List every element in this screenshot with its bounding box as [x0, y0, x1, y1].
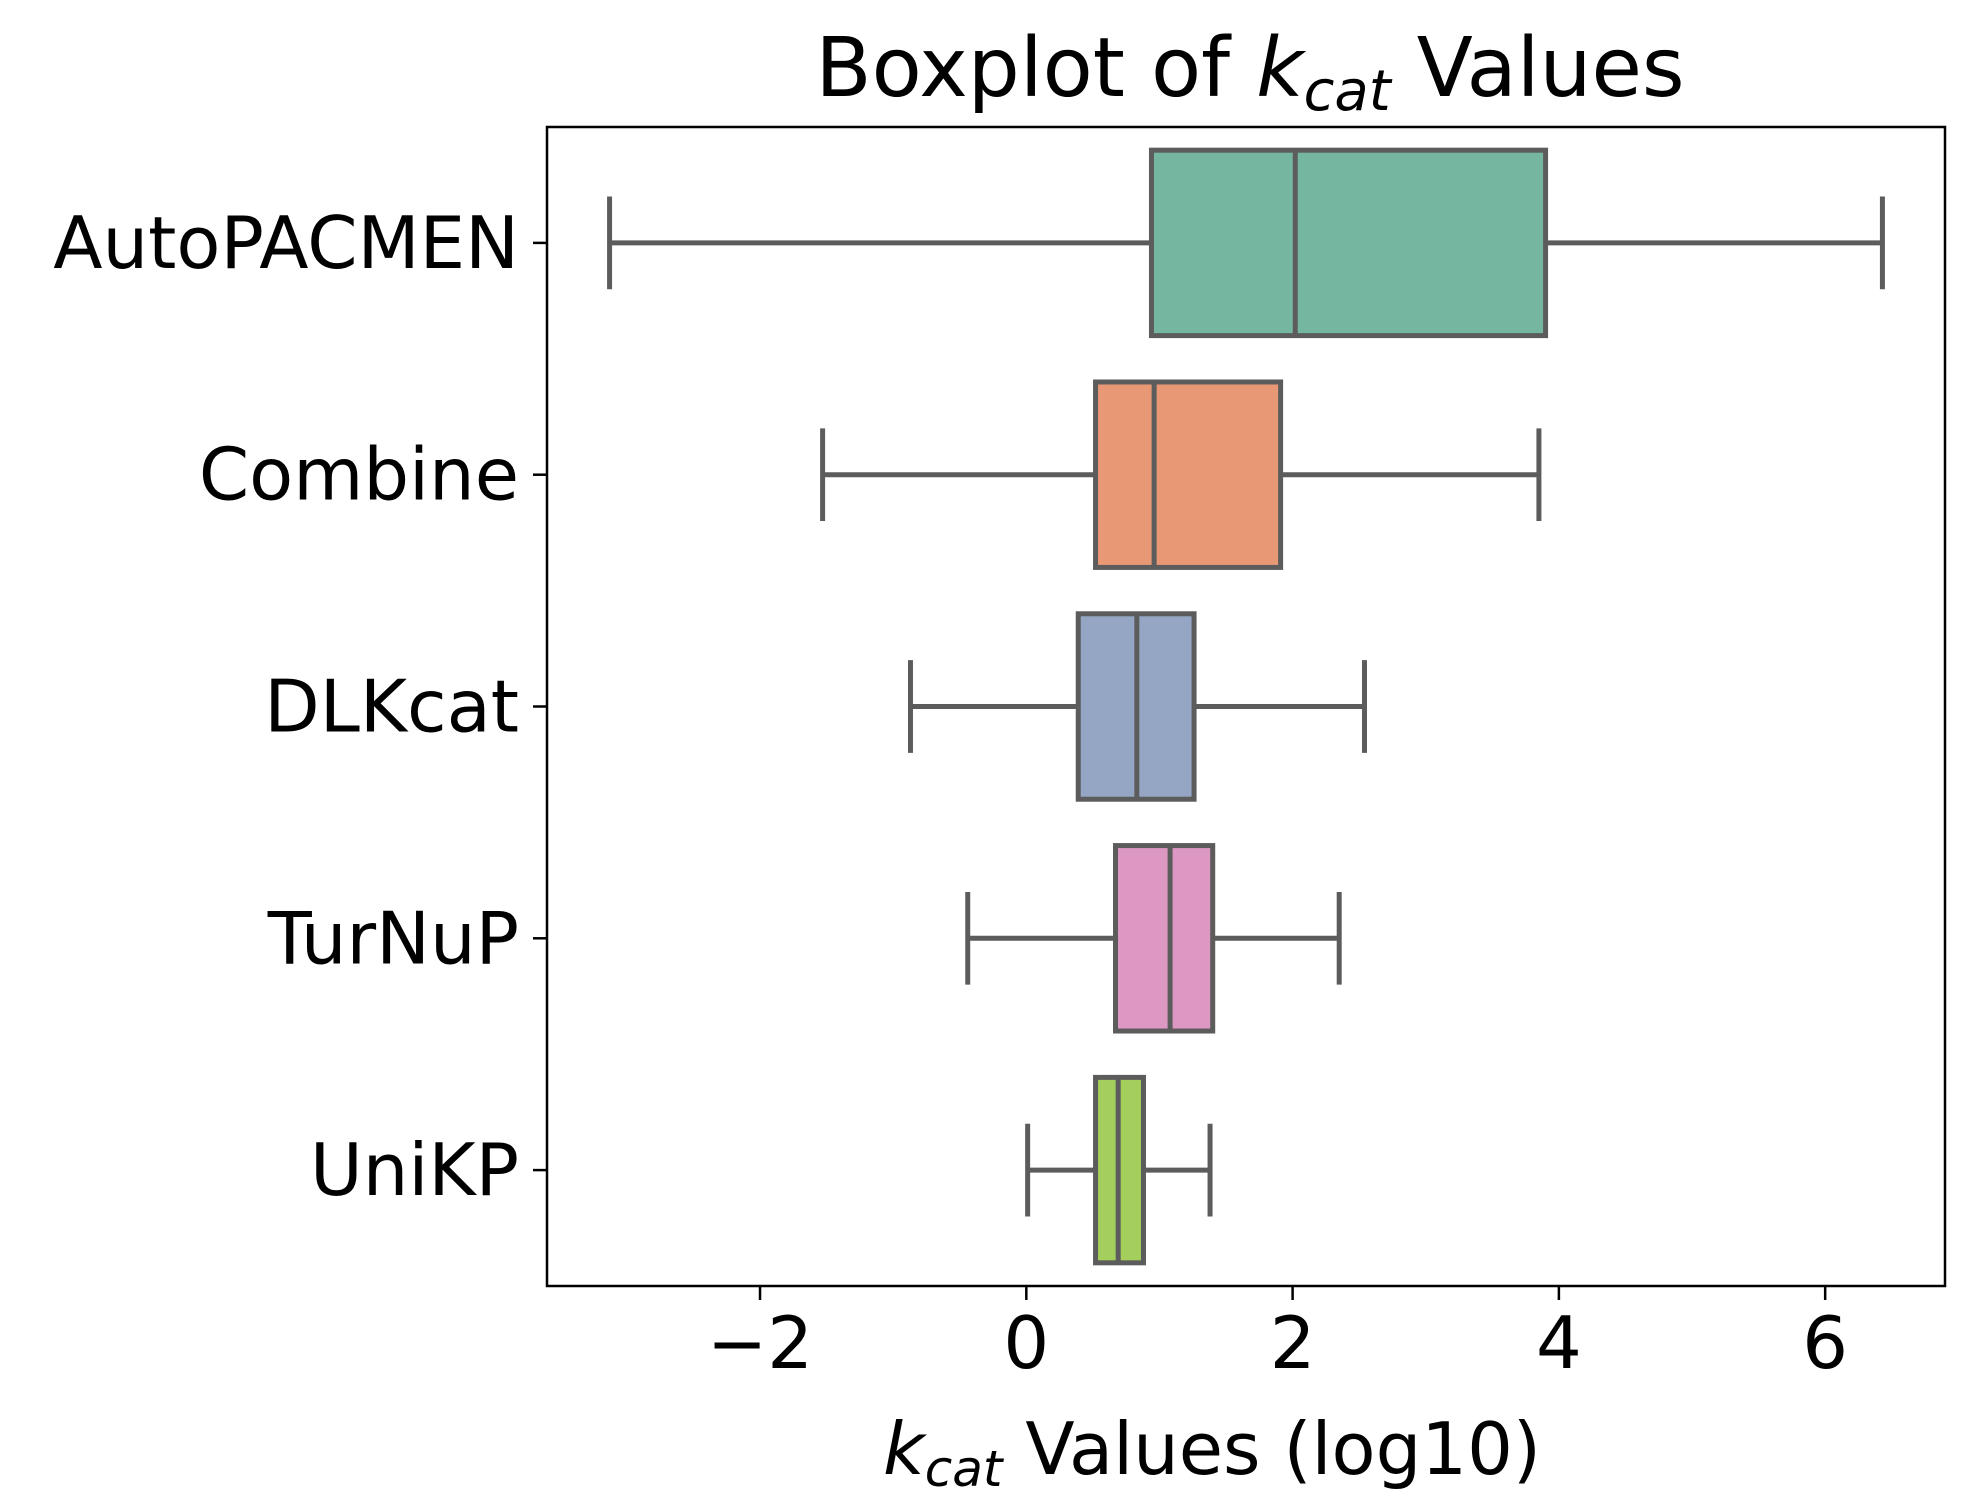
chart-title-subscript: cat: [1304, 59, 1393, 124]
box-group-autopacmen: [607, 147, 1885, 339]
chart-title-suffix: Values: [1391, 21, 1685, 116]
x-tick-label-0: 0: [1003, 1301, 1049, 1385]
y-tick-label-turnup: TurNuP: [267, 896, 519, 980]
chart-title-variable: k: [1256, 21, 1307, 116]
box-autopacmen: [1148, 147, 1549, 339]
boxes-layer: [607, 147, 1885, 1266]
x-tick-label--2: −2: [707, 1301, 813, 1385]
y-tick-label-unikp: UniKP: [310, 1128, 519, 1212]
box-combine: [1093, 379, 1284, 570]
chart-title: Boxplot of kcat Values: [815, 21, 1684, 124]
x-axis-label-suffix: Values (log10): [1002, 1407, 1541, 1491]
box-group-unikp: [1025, 1074, 1213, 1266]
y-axis: AutoPACMEN Combine DLKcat TurNuP UniKP: [53, 201, 547, 1212]
x-axis-label: kcat Values (log10): [883, 1407, 1541, 1498]
x-axis-label-variable: k: [883, 1407, 928, 1491]
x-tick-label-2: 2: [1270, 1301, 1316, 1385]
x-tick-label-4: 4: [1536, 1301, 1582, 1385]
box-group-combine: [820, 379, 1542, 570]
y-tick-label-combine: Combine: [199, 433, 519, 517]
chart-title-prefix: Boxplot of: [815, 21, 1256, 116]
box-group-dlkcat: [907, 611, 1367, 802]
y-tick-label-dlkcat: DLKcat: [264, 665, 519, 749]
x-axis: −2 0 2 4 6: [707, 1286, 1848, 1385]
box-group-turnup: [965, 843, 1342, 1034]
y-tick-label-autopacmen: AutoPACMEN: [53, 201, 519, 285]
box-turnup: [1113, 843, 1216, 1034]
x-axis-label-subscript: cat: [925, 1440, 1005, 1498]
x-tick-label-6: 6: [1802, 1301, 1848, 1385]
